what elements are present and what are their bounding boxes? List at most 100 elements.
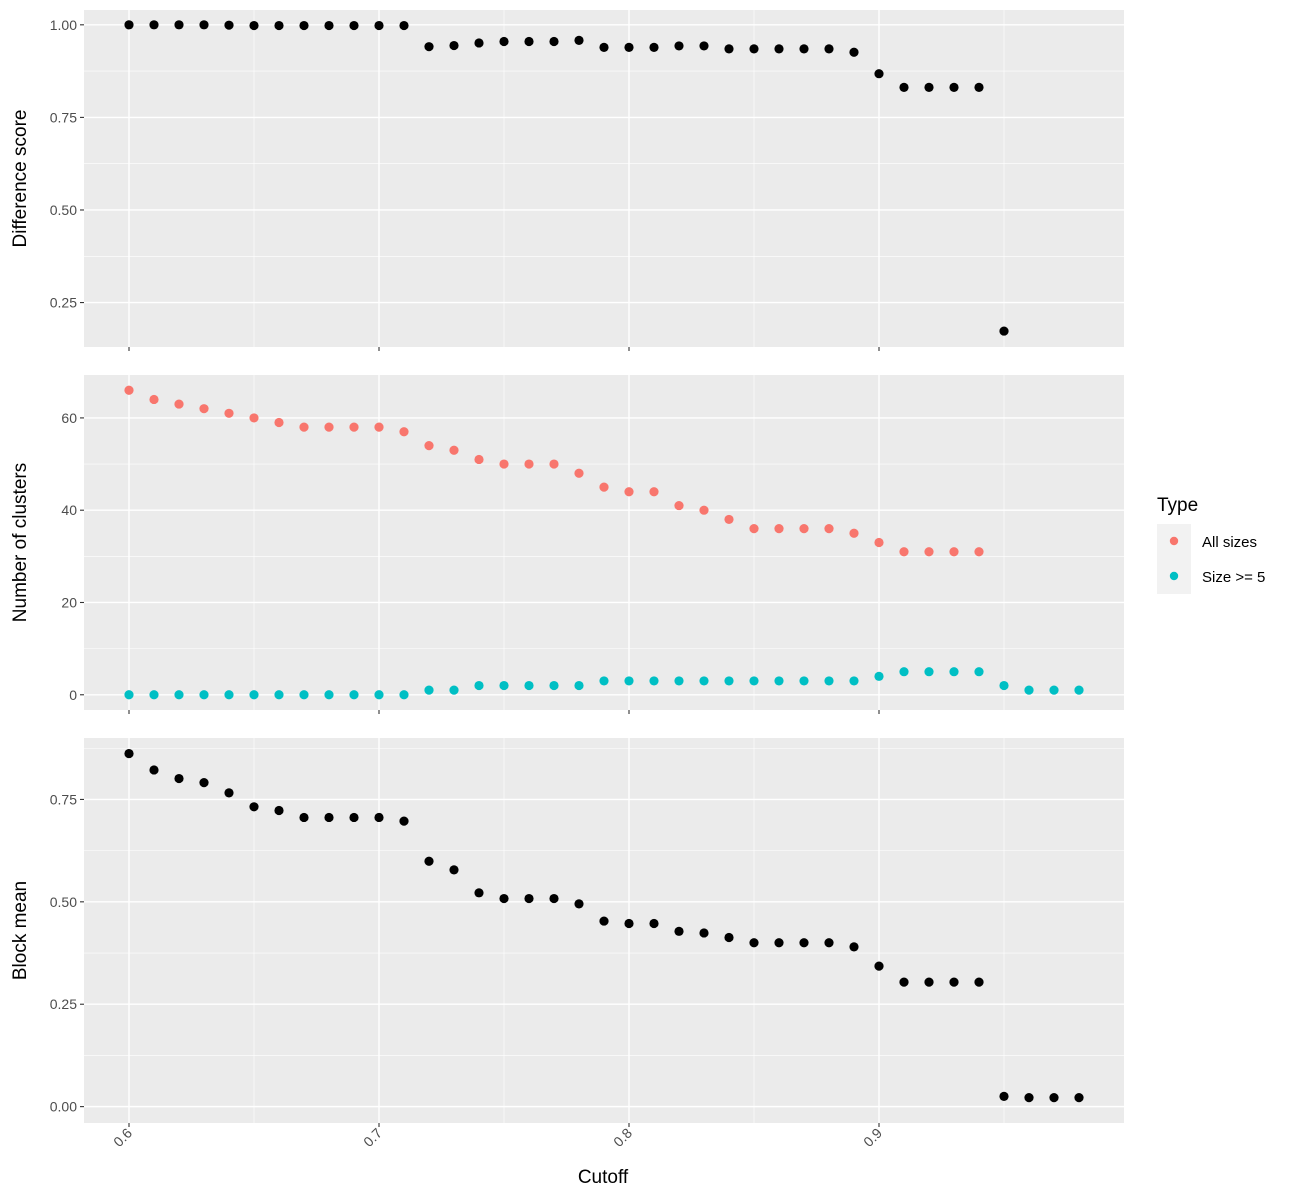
data-point	[924, 977, 934, 987]
y-tick-label: 0.75	[50, 109, 77, 125]
series-all-sizes	[124, 385, 984, 557]
data-point	[824, 524, 834, 534]
series-difference-score	[124, 20, 1009, 336]
data-point	[174, 773, 184, 784]
data-point	[599, 916, 609, 926]
data-point	[474, 680, 484, 691]
data-point	[649, 42, 659, 53]
data-point	[699, 928, 709, 938]
panel-difference-score: 0.25 0.50 0.75 1.00 Difference score	[10, 10, 1124, 351]
data-point	[849, 942, 859, 952]
data-point	[199, 778, 209, 788]
data-point	[674, 41, 684, 51]
data-point	[599, 482, 609, 492]
data-point	[549, 36, 559, 47]
y-tick-label: 0.25	[50, 996, 77, 1012]
legend-label-all-sizes: All sizes	[1202, 534, 1257, 551]
data-point	[174, 399, 184, 409]
data-point	[174, 20, 184, 30]
data-point	[999, 326, 1009, 336]
x-tick-label: 0.7	[360, 1125, 385, 1150]
data-point	[749, 524, 759, 534]
data-point	[424, 440, 434, 451]
data-point	[824, 44, 834, 54]
data-point	[724, 44, 734, 54]
data-point	[774, 44, 784, 54]
data-point	[1024, 1093, 1034, 1103]
data-point	[199, 20, 209, 30]
data-point	[874, 961, 884, 971]
data-point	[449, 40, 459, 51]
x-axis-title: Cutoff	[578, 1167, 629, 1188]
data-point	[449, 685, 459, 695]
legend-title: Type	[1157, 495, 1198, 516]
data-point	[474, 38, 484, 48]
data-point	[899, 977, 909, 987]
data-point	[349, 690, 359, 700]
series-block-mean	[124, 748, 1084, 1103]
data-point	[974, 667, 984, 677]
panel-background	[84, 10, 1124, 347]
data-point	[774, 938, 784, 948]
data-point	[724, 676, 734, 686]
data-point	[149, 765, 159, 775]
legend: Type All sizes Size >= 5	[1157, 495, 1265, 594]
data-point	[324, 20, 334, 31]
data-point	[399, 816, 409, 826]
y-tick-label: 0.00	[50, 1099, 77, 1115]
data-point	[224, 788, 234, 798]
y-axis-title-number-of-clusters: Number of clusters	[10, 463, 31, 622]
y-tick-label: 0	[69, 687, 77, 703]
data-point	[174, 690, 184, 700]
data-point	[524, 36, 534, 47]
data-point	[124, 690, 134, 700]
data-point	[224, 690, 234, 700]
data-point	[974, 82, 984, 92]
data-point	[949, 977, 959, 987]
data-point	[874, 671, 884, 681]
data-point	[724, 514, 734, 525]
data-point	[149, 690, 159, 700]
data-point	[299, 690, 309, 700]
panels-layer: 0.25 0.50 0.75 1.00 Difference score 0 20 40 60 N…	[10, 10, 1124, 1127]
x-axis: 0.6 0.7 0.8 0.9	[110, 1125, 885, 1150]
data-point	[149, 20, 159, 30]
data-point	[224, 20, 234, 30]
data-point	[824, 938, 834, 948]
data-point	[924, 667, 934, 677]
panel-background	[84, 738, 1124, 1123]
data-point	[849, 676, 859, 686]
y-tick-label: 0.25	[50, 295, 77, 311]
legend-label-size-ge-5: Size >= 5	[1202, 569, 1265, 586]
data-point	[374, 422, 384, 432]
panel-number-of-clusters: 0 20 40 60 Number of clusters	[10, 375, 1124, 714]
data-point	[649, 487, 659, 497]
data-point	[974, 977, 984, 987]
data-point	[724, 932, 734, 943]
data-point	[624, 487, 634, 497]
data-point	[499, 893, 509, 904]
data-point	[349, 20, 359, 31]
data-point	[924, 82, 934, 92]
data-point	[799, 44, 809, 54]
data-point	[749, 44, 759, 54]
data-point	[699, 676, 709, 686]
data-point	[299, 422, 309, 432]
y-axis-title-block-mean: Block mean	[10, 881, 31, 980]
data-point	[124, 385, 134, 395]
data-point	[349, 422, 359, 432]
data-point	[249, 802, 259, 812]
y-tick-label: 60	[61, 410, 77, 426]
data-point	[349, 812, 359, 823]
data-point	[624, 42, 634, 53]
data-point	[749, 676, 759, 686]
data-point	[524, 893, 534, 904]
data-point	[774, 524, 784, 534]
data-point	[524, 459, 534, 469]
data-point	[249, 413, 259, 423]
x-tick-label: 0.8	[610, 1125, 635, 1150]
data-point	[424, 856, 434, 866]
data-point	[274, 20, 284, 31]
data-point	[624, 918, 634, 929]
x-tick-label: 0.6	[110, 1125, 135, 1150]
